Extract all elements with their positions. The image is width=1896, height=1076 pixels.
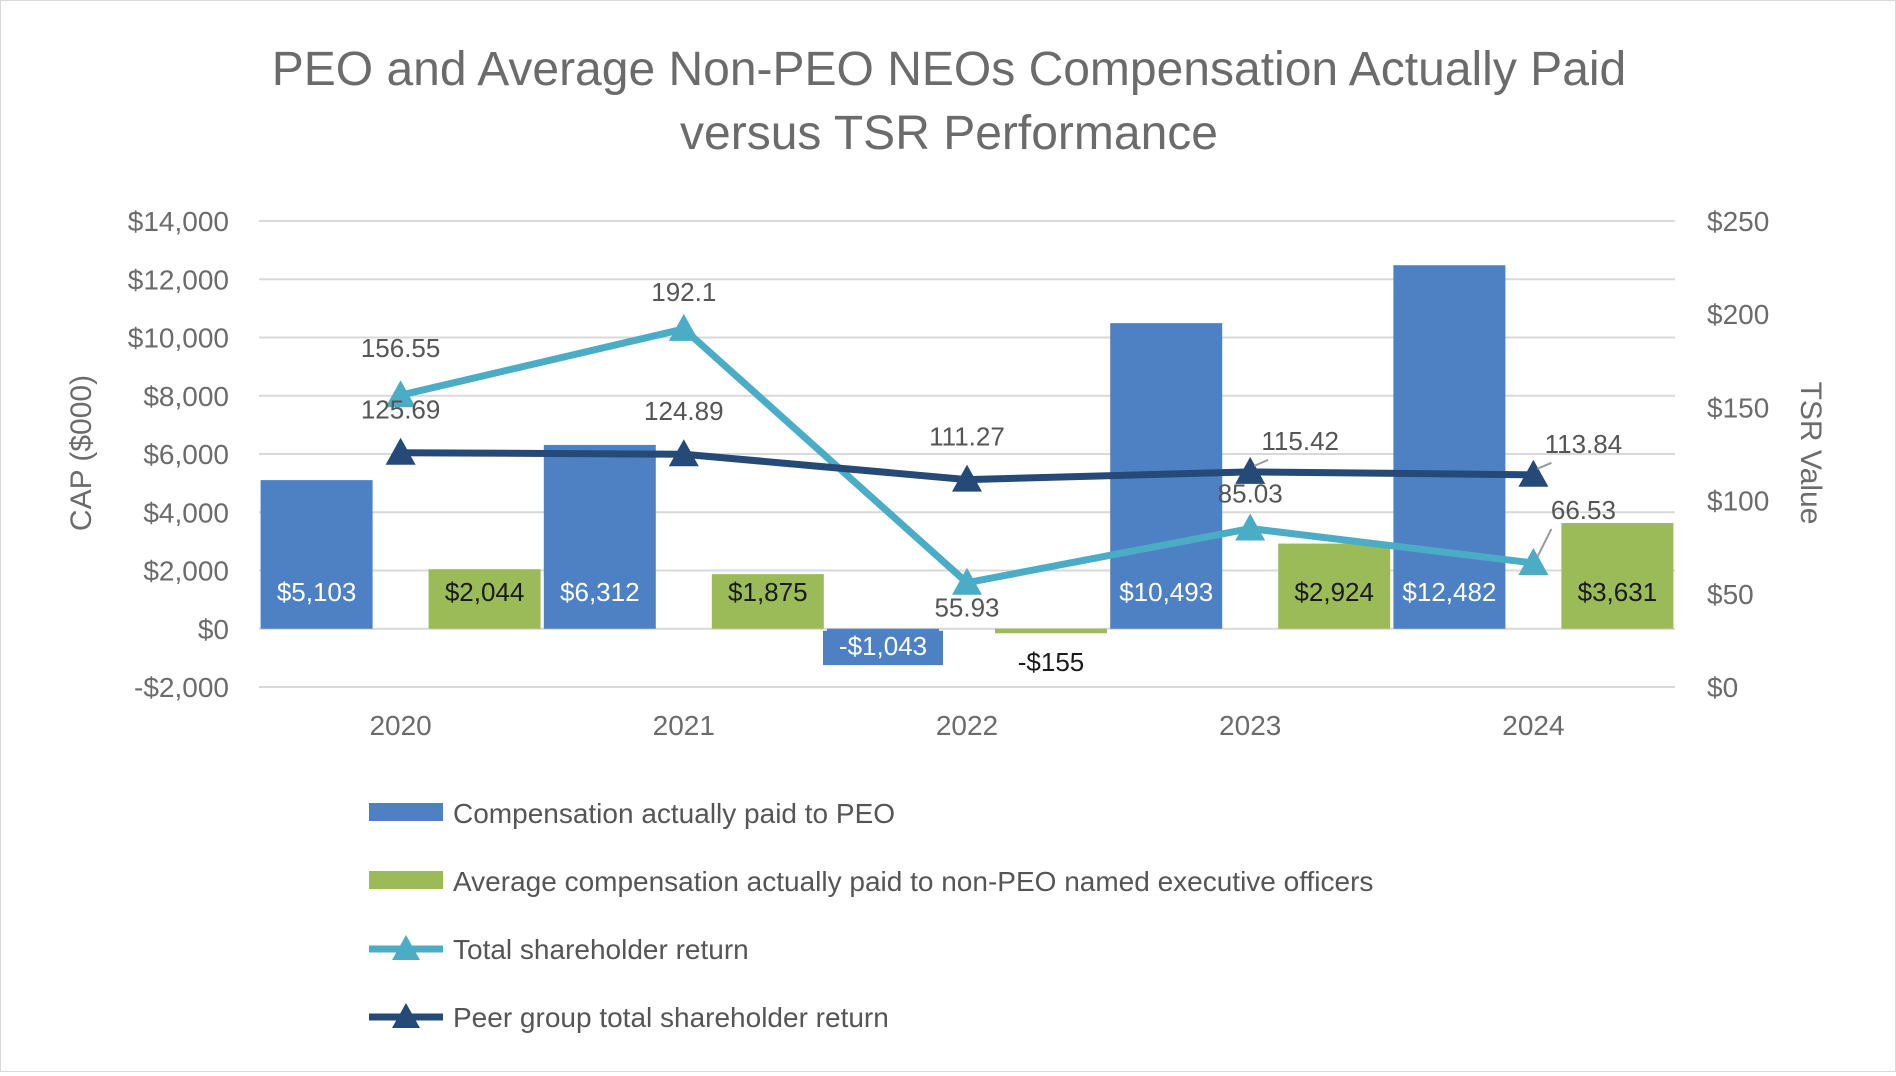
line-data-label: 55.93 (934, 593, 999, 623)
bar-data-label: $3,631 (1578, 577, 1658, 607)
y-tick-label: $14,000 (128, 206, 229, 237)
legend-swatch (369, 803, 443, 821)
leader-line (1537, 461, 1552, 470)
y-tick-label: $0 (198, 614, 229, 645)
x-tick-label: 2024 (1502, 710, 1564, 741)
x-tick-label: 2020 (369, 710, 431, 741)
y2-tick-label: $100 (1707, 486, 1769, 517)
bar-data-label: $2,044 (445, 577, 525, 607)
bar-data-label: $5,103 (277, 577, 357, 607)
y2-tick-label: $200 (1707, 299, 1769, 330)
lines (385, 313, 1549, 595)
legend-marker (392, 1003, 420, 1028)
y-tick-label: $12,000 (128, 264, 229, 295)
y2-tick-label: $50 (1707, 579, 1754, 610)
bar-data-label: $12,482 (1402, 577, 1496, 607)
bar-peo (1393, 265, 1506, 629)
bar-neo (1561, 522, 1674, 629)
bars (260, 265, 1674, 660)
bar-neo (995, 628, 1107, 634)
bar-data-label: -$155 (1018, 647, 1085, 677)
legend: Compensation actually paid to PEO Average… (369, 798, 1373, 1033)
legend-label: Total shareholder return (453, 934, 749, 965)
legend-label: Average compensation actually paid to no… (453, 866, 1373, 897)
data-labels: $5,103 $6,312 -$1,043 $10,493 $12,482 $2,044 $… (277, 277, 1657, 677)
leader-line (1253, 458, 1269, 467)
x-tick-label: 2022 (936, 710, 998, 741)
legend-label: Compensation actually paid to PEO (453, 798, 895, 829)
y-tick-label: $2,000 (143, 556, 229, 587)
axis-ticks: -$2,000 $0 $2,000 $4,000 $6,000 $8,000 $10,000… (128, 206, 1770, 741)
chart-title-line2: versus TSR Performance (680, 107, 1218, 160)
y-tick-label: $8,000 (143, 381, 229, 412)
legend-label: Peer group total shareholder return (453, 1002, 889, 1033)
y2-tick-label: $250 (1707, 206, 1769, 237)
y-tick-label: $6,000 (143, 439, 229, 470)
y-tick-label: -$2,000 (134, 672, 229, 703)
line-marker (1518, 547, 1549, 575)
bar-peo (260, 480, 373, 629)
line-marker (1518, 459, 1549, 487)
line-marker (952, 464, 982, 492)
line-marker (668, 439, 699, 467)
y-tick-label: $10,000 (128, 323, 229, 354)
bar-neo (1278, 543, 1391, 629)
legend-swatch (369, 871, 443, 889)
y-axis-title: CAP ($000) (65, 375, 98, 531)
line-marker (668, 313, 699, 341)
bar-data-label: $1,875 (728, 577, 808, 607)
line-marker (1235, 456, 1266, 484)
line-data-label: 124.89 (644, 396, 724, 426)
y-tick-label: $4,000 (143, 497, 229, 528)
line-data-label: 85.03 (1218, 479, 1283, 509)
y2-axis-title: TSR Value (1794, 382, 1827, 525)
line-data-label: 156.55 (361, 333, 441, 363)
legend-marker (392, 935, 420, 960)
line-data-label: 111.27 (929, 422, 1005, 452)
bar-data-label: $10,493 (1119, 577, 1213, 607)
line-data-label: 113.84 (1545, 429, 1623, 459)
leader-line (1536, 528, 1553, 558)
y2-tick-label: $0 (1707, 672, 1738, 703)
line-marker (952, 567, 982, 595)
bar-neo (711, 574, 824, 629)
chart-title-line1: PEO and Average Non-PEO NEOs Compensatio… (272, 43, 1627, 96)
line-data-label: 66.53 (1551, 495, 1616, 525)
bar-label-bg (823, 630, 943, 666)
y2-tick-label: $150 (1707, 392, 1769, 423)
line-marker (1235, 513, 1266, 541)
bar-data-label: $6,312 (560, 577, 640, 607)
bar-data-label: $2,924 (1294, 577, 1374, 607)
line-data-label: 192.1 (651, 277, 716, 307)
bar-data-label: -$1,043 (839, 631, 927, 661)
x-tick-label: 2021 (653, 710, 715, 741)
line-marker (385, 380, 416, 408)
line-data-label: 125.69 (361, 395, 441, 425)
bar-neo (428, 569, 541, 629)
line-marker (385, 437, 416, 465)
bar-peo (543, 444, 656, 629)
x-tick-label: 2023 (1219, 710, 1281, 741)
line-data-label: 115.42 (1261, 426, 1339, 456)
